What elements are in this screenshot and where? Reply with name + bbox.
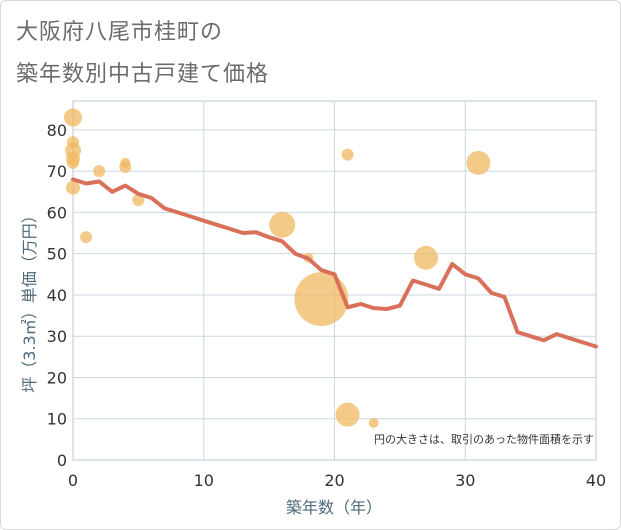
bubble-point <box>294 272 349 327</box>
y-tick-label: 40 <box>47 286 67 305</box>
axis-ticks: 0 10 20 30 40 0 10 20 30 40 50 60 70 80 <box>47 121 607 490</box>
bubble-point <box>93 165 106 178</box>
bubble-point <box>66 180 80 195</box>
bubble-point <box>341 148 354 161</box>
bubbles <box>64 108 491 428</box>
bubble-point <box>67 156 79 169</box>
y-tick-label: 80 <box>47 121 67 140</box>
trend-line-path <box>71 177 598 349</box>
y-tick-label: 10 <box>47 410 67 429</box>
y-tick-label: 60 <box>47 203 67 222</box>
x-tick-label: 40 <box>586 471 606 490</box>
chart-title-line1: 大阪府八尾市桂町の <box>16 20 224 45</box>
y-axis-label: 坪（3.3㎡）単価（万円） <box>20 207 39 392</box>
x-axis-label: 築年数（年） <box>286 498 382 517</box>
x-tick-label: 0 <box>68 471 78 490</box>
chart-title-line2: 築年数別中古戸建て価格 <box>16 62 270 87</box>
x-tick-label: 20 <box>324 471 344 490</box>
y-tick-label: 30 <box>47 327 67 346</box>
bubble-point <box>368 417 379 428</box>
y-tick-label: 20 <box>47 368 67 387</box>
x-tick-label: 30 <box>455 471 475 490</box>
trend-line <box>71 177 598 349</box>
bubble-point <box>414 245 439 270</box>
bubble-point <box>269 211 296 238</box>
bubble-point <box>132 194 145 207</box>
bubble-point <box>466 150 491 175</box>
y-tick-label: 0 <box>57 451 67 470</box>
x-tick-label: 10 <box>194 471 214 490</box>
y-tick-label: 70 <box>47 162 67 181</box>
bubble-point <box>119 161 132 174</box>
bubble-point <box>80 231 93 244</box>
bubble-size-note: 円の大きさは、取引のあった物件面積を示す <box>374 432 594 446</box>
bubble-point <box>64 108 82 127</box>
bubble-point <box>335 402 360 427</box>
gridlines <box>73 101 596 460</box>
y-tick-label: 50 <box>47 245 67 264</box>
